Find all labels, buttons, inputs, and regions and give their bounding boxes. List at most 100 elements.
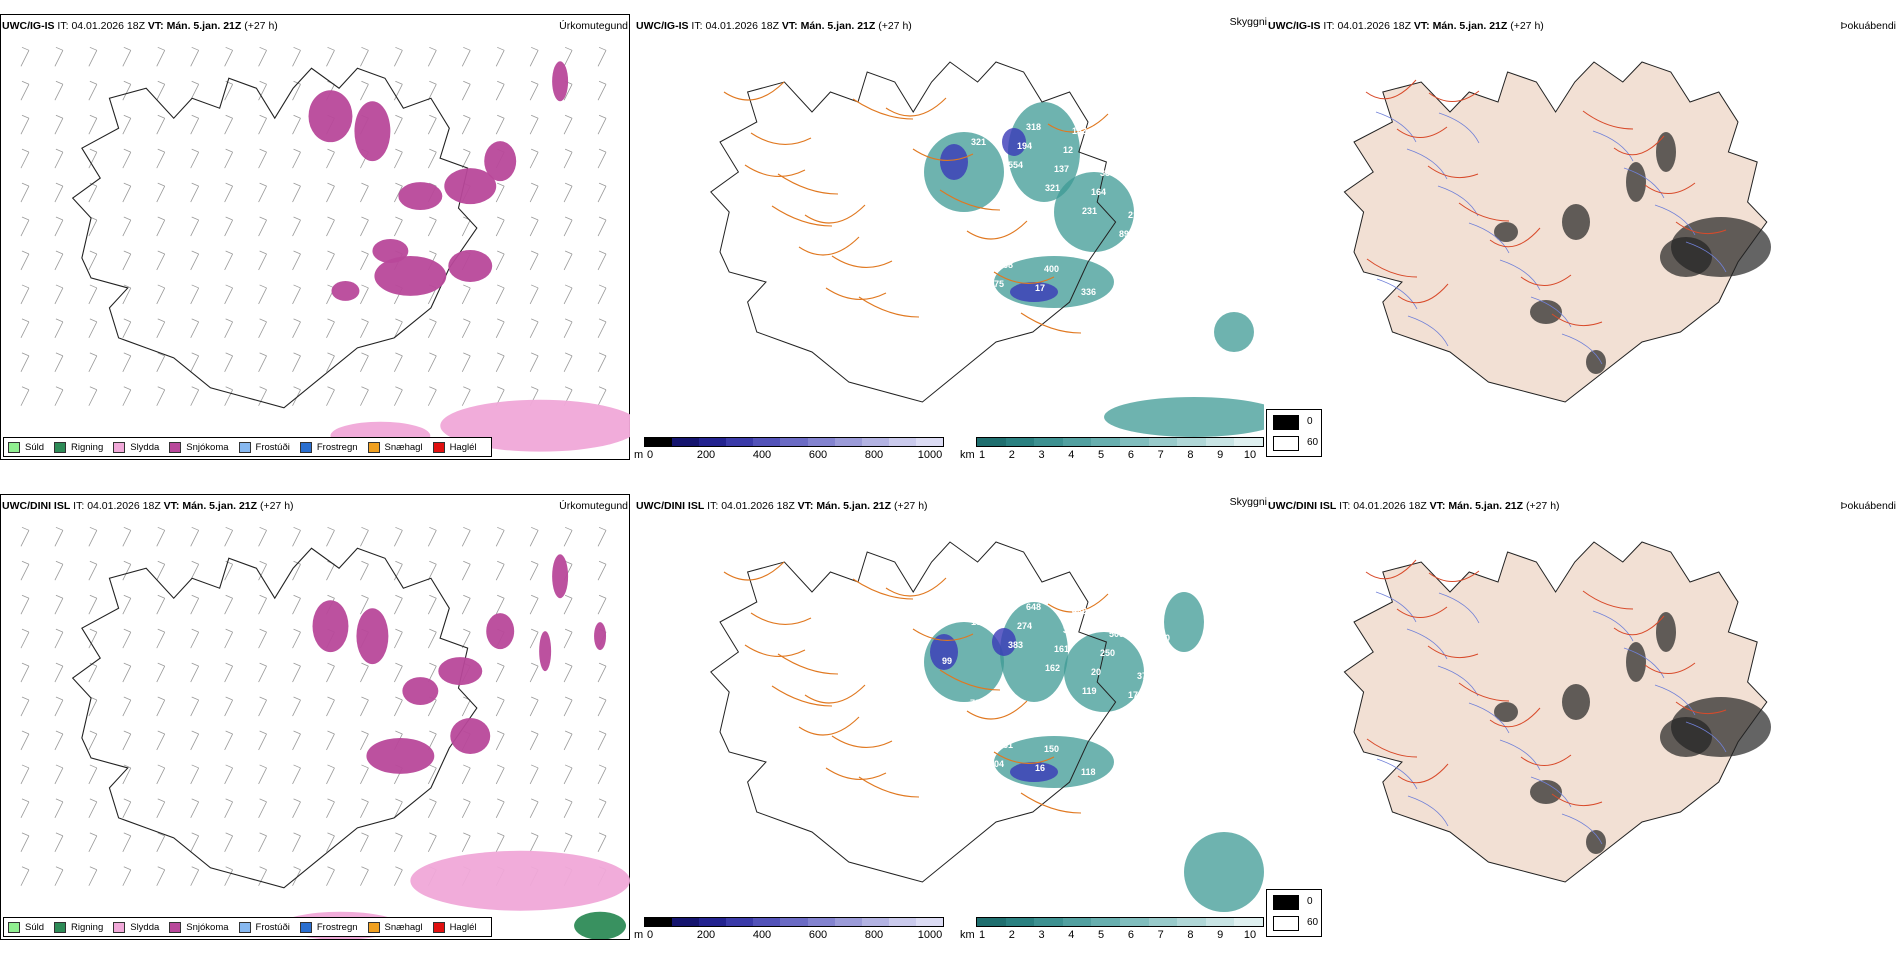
legend-swatch xyxy=(113,921,126,933)
fog-indicator-area xyxy=(1562,204,1590,240)
wind-barb xyxy=(529,216,539,237)
wind-barb xyxy=(54,628,64,649)
road-line xyxy=(1613,135,1665,156)
ceiling-value-label: 386 xyxy=(1174,694,1189,704)
wind-barb xyxy=(54,764,64,785)
wind-barb xyxy=(394,560,403,581)
visibility-map: 660 154 383 162 119 236 29 132 158 274 161 20 179 289… xyxy=(710,541,1264,912)
road-line xyxy=(825,767,887,780)
wind-barb xyxy=(20,764,30,785)
low-ceiling-area xyxy=(1010,762,1058,782)
wind-barb xyxy=(224,730,233,751)
wind-barb xyxy=(20,148,30,169)
river-line xyxy=(1623,167,1665,199)
road-line xyxy=(1551,313,1603,327)
wind-barb xyxy=(495,182,505,203)
wind-barb xyxy=(190,798,200,819)
wind-barb xyxy=(563,216,573,237)
wind-barb xyxy=(529,148,539,169)
wind-barb xyxy=(427,216,437,237)
wind-barb xyxy=(190,46,200,67)
panel-title: Skyggni xyxy=(1229,16,1267,28)
ceiling-value-label: 175 xyxy=(989,279,1004,289)
it-label: IT: xyxy=(1339,500,1351,512)
ceiling-value-label: 158 xyxy=(980,598,995,608)
river-line xyxy=(1468,702,1510,734)
road-line xyxy=(939,669,1001,691)
legend-label: Snæhagl xyxy=(384,921,423,933)
wind-barb xyxy=(495,696,505,717)
wind-barb xyxy=(224,696,233,717)
ceiling-value-label: 321 xyxy=(1045,183,1060,193)
wind-barb xyxy=(156,594,166,615)
ceiling-value-label: 15 xyxy=(961,717,971,727)
colorbar-bin xyxy=(1205,438,1235,446)
wind-barb xyxy=(20,80,30,101)
colorbar-bin xyxy=(1234,918,1263,926)
road-line xyxy=(1613,615,1665,636)
road-line xyxy=(993,751,1055,764)
wind-barb xyxy=(20,250,30,271)
wind-barb xyxy=(122,662,132,683)
ceiling-value-label: 92 xyxy=(1007,241,1017,251)
wind-barb xyxy=(326,216,335,237)
wind-barb xyxy=(597,730,607,751)
wind-barb xyxy=(461,764,471,785)
colorbar-bin xyxy=(1205,918,1235,926)
wind-barb xyxy=(597,798,607,819)
ceiling-value-label: 18 xyxy=(1183,675,1193,685)
low-ceiling-area xyxy=(940,144,968,180)
wind-barb xyxy=(394,318,403,339)
ceiling-value-label: 184 xyxy=(952,256,967,266)
ceiling-value-label: 236 xyxy=(1119,709,1134,719)
ceiling-value-label: 216 xyxy=(1128,210,1143,220)
colorbar-bin xyxy=(1062,918,1092,926)
wind-barb xyxy=(190,250,200,271)
wind-barb xyxy=(597,148,607,169)
wind-barb xyxy=(529,80,539,101)
colorbar-bin xyxy=(699,918,727,926)
wind-barb xyxy=(461,284,471,305)
fog-legend-label-60: 60 xyxy=(1307,917,1319,928)
wind-barb xyxy=(88,628,98,649)
it-label: IT: xyxy=(707,500,719,512)
wind-barb xyxy=(224,80,233,101)
wind-barb xyxy=(20,696,30,717)
wind-barb xyxy=(54,182,64,203)
wind-barb xyxy=(461,386,471,406)
wind-barb xyxy=(54,80,64,101)
wind-barb xyxy=(360,46,369,67)
colorbar-bin xyxy=(1177,438,1206,446)
wind-barb xyxy=(224,352,233,372)
legend-label: Súld xyxy=(25,441,45,453)
panel-header: UWC/IG-IS IT: 04.01.2026 18Z VT: Mán. 5.… xyxy=(1268,20,1544,32)
wind-barb xyxy=(427,526,437,547)
colorbar-tick-label: 5 xyxy=(1098,449,1105,461)
river-line xyxy=(1499,259,1541,291)
colorbar-tick-label: 600 xyxy=(808,449,828,461)
colorbar-strip xyxy=(976,437,1264,447)
wind-barb xyxy=(360,730,369,751)
wind-barb xyxy=(394,628,403,649)
colorbar-bin xyxy=(726,438,754,446)
colorbar-bin xyxy=(915,438,944,446)
snowfall-area xyxy=(398,182,443,211)
wind-barb xyxy=(427,386,437,406)
snowfall-area xyxy=(366,737,435,774)
wind-barb xyxy=(563,628,573,649)
road-line xyxy=(771,205,833,227)
road-line xyxy=(1047,113,1109,133)
snowfall-area xyxy=(444,168,497,205)
wind-barb xyxy=(427,628,437,649)
legend-item-frostúði: Frostúði xyxy=(238,441,290,453)
fog-indicator-area xyxy=(1660,237,1712,277)
legend-label: Frostúði xyxy=(255,441,290,453)
colorbar-bin xyxy=(834,918,862,926)
ceiling-value-label: 554 xyxy=(1008,160,1023,170)
road-line xyxy=(825,287,887,300)
ceiling-value-label: 150 xyxy=(970,218,985,228)
wind-barb xyxy=(427,80,437,101)
ceiling-value-label: 289 xyxy=(1165,713,1180,723)
wind-barb xyxy=(360,318,369,339)
it-value: 04.01.2026 18Z xyxy=(721,500,795,512)
